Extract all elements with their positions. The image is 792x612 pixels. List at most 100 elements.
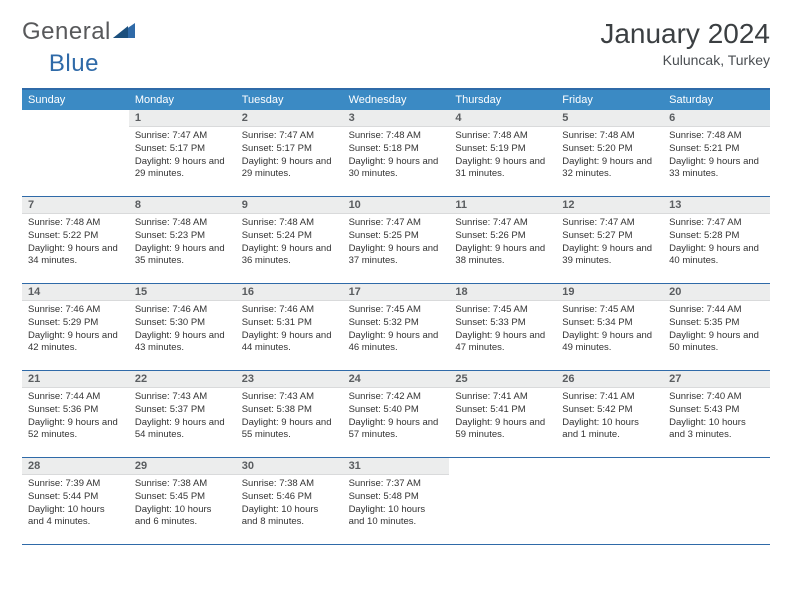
sunrise-text: Sunrise: 7:46 AM bbox=[242, 304, 337, 317]
day-cell: 25Sunrise: 7:41 AMSunset: 5:41 PMDayligh… bbox=[449, 371, 556, 457]
day-cell: 23Sunrise: 7:43 AMSunset: 5:38 PMDayligh… bbox=[236, 371, 343, 457]
daylight-text: Daylight: 9 hours and 49 minutes. bbox=[562, 330, 657, 356]
sunrise-text: Sunrise: 7:47 AM bbox=[455, 217, 550, 230]
sunrise-text: Sunrise: 7:43 AM bbox=[242, 391, 337, 404]
day-cell: 14Sunrise: 7:46 AMSunset: 5:29 PMDayligh… bbox=[22, 284, 129, 370]
sunset-text: Sunset: 5:26 PM bbox=[455, 230, 550, 243]
sunrise-text: Sunrise: 7:48 AM bbox=[455, 130, 550, 143]
day-cell: 2Sunrise: 7:47 AMSunset: 5:17 PMDaylight… bbox=[236, 110, 343, 196]
week-row: 7Sunrise: 7:48 AMSunset: 5:22 PMDaylight… bbox=[22, 197, 770, 284]
day-number: 29 bbox=[129, 458, 236, 475]
sunset-text: Sunset: 5:40 PM bbox=[349, 404, 444, 417]
sunset-text: Sunset: 5:31 PM bbox=[242, 317, 337, 330]
daylight-text: Daylight: 9 hours and 33 minutes. bbox=[669, 156, 764, 182]
daylight-text: Daylight: 10 hours and 1 minute. bbox=[562, 417, 657, 443]
sunset-text: Sunset: 5:28 PM bbox=[669, 230, 764, 243]
day-cell: 21Sunrise: 7:44 AMSunset: 5:36 PMDayligh… bbox=[22, 371, 129, 457]
sunset-text: Sunset: 5:18 PM bbox=[349, 143, 444, 156]
day-body: Sunrise: 7:48 AMSunset: 5:20 PMDaylight:… bbox=[556, 127, 663, 186]
day-cell: 31Sunrise: 7:37 AMSunset: 5:48 PMDayligh… bbox=[343, 458, 450, 544]
day-cell: 30Sunrise: 7:38 AMSunset: 5:46 PMDayligh… bbox=[236, 458, 343, 544]
sunrise-text: Sunrise: 7:41 AM bbox=[455, 391, 550, 404]
day-body: Sunrise: 7:48 AMSunset: 5:23 PMDaylight:… bbox=[129, 214, 236, 273]
sunset-text: Sunset: 5:22 PM bbox=[28, 230, 123, 243]
daylight-text: Daylight: 9 hours and 59 minutes. bbox=[455, 417, 550, 443]
day-cell: 3Sunrise: 7:48 AMSunset: 5:18 PMDaylight… bbox=[343, 110, 450, 196]
daylight-text: Daylight: 9 hours and 50 minutes. bbox=[669, 330, 764, 356]
day-cell: 1Sunrise: 7:47 AMSunset: 5:17 PMDaylight… bbox=[129, 110, 236, 196]
sunrise-text: Sunrise: 7:44 AM bbox=[669, 304, 764, 317]
day-cell: 17Sunrise: 7:45 AMSunset: 5:32 PMDayligh… bbox=[343, 284, 450, 370]
day-number: 6 bbox=[663, 110, 770, 127]
sunset-text: Sunset: 5:21 PM bbox=[669, 143, 764, 156]
week-row: 1Sunrise: 7:47 AMSunset: 5:17 PMDaylight… bbox=[22, 110, 770, 197]
weekday-tuesday: Tuesday bbox=[236, 90, 343, 110]
daylight-text: Daylight: 9 hours and 46 minutes. bbox=[349, 330, 444, 356]
day-cell: 28Sunrise: 7:39 AMSunset: 5:44 PMDayligh… bbox=[22, 458, 129, 544]
day-body: Sunrise: 7:43 AMSunset: 5:38 PMDaylight:… bbox=[236, 388, 343, 447]
sunrise-text: Sunrise: 7:39 AM bbox=[28, 478, 123, 491]
day-cell bbox=[449, 458, 556, 544]
weekday-wednesday: Wednesday bbox=[343, 90, 450, 110]
day-number: 10 bbox=[343, 197, 450, 214]
day-body: Sunrise: 7:40 AMSunset: 5:43 PMDaylight:… bbox=[663, 388, 770, 447]
day-body: Sunrise: 7:47 AMSunset: 5:26 PMDaylight:… bbox=[449, 214, 556, 273]
day-number: 4 bbox=[449, 110, 556, 127]
daylight-text: Daylight: 10 hours and 3 minutes. bbox=[669, 417, 764, 443]
daylight-text: Daylight: 9 hours and 42 minutes. bbox=[28, 330, 123, 356]
sunset-text: Sunset: 5:36 PM bbox=[28, 404, 123, 417]
sunrise-text: Sunrise: 7:47 AM bbox=[349, 217, 444, 230]
sunrise-text: Sunrise: 7:48 AM bbox=[242, 217, 337, 230]
sunrise-text: Sunrise: 7:38 AM bbox=[135, 478, 230, 491]
sunrise-text: Sunrise: 7:47 AM bbox=[669, 217, 764, 230]
sunrise-text: Sunrise: 7:47 AM bbox=[135, 130, 230, 143]
sunrise-text: Sunrise: 7:48 AM bbox=[349, 130, 444, 143]
sunset-text: Sunset: 5:17 PM bbox=[135, 143, 230, 156]
page-title-block: January 2024 Kuluncak, Turkey bbox=[600, 18, 770, 68]
weekday-thursday: Thursday bbox=[449, 90, 556, 110]
location-label: Kuluncak, Turkey bbox=[600, 52, 770, 68]
daylight-text: Daylight: 10 hours and 4 minutes. bbox=[28, 504, 123, 530]
page-title: January 2024 bbox=[600, 18, 770, 50]
sunrise-text: Sunrise: 7:45 AM bbox=[349, 304, 444, 317]
sunrise-text: Sunrise: 7:47 AM bbox=[562, 217, 657, 230]
day-body: Sunrise: 7:47 AMSunset: 5:17 PMDaylight:… bbox=[236, 127, 343, 186]
daylight-text: Daylight: 9 hours and 30 minutes. bbox=[349, 156, 444, 182]
day-cell: 24Sunrise: 7:42 AMSunset: 5:40 PMDayligh… bbox=[343, 371, 450, 457]
day-body: Sunrise: 7:45 AMSunset: 5:33 PMDaylight:… bbox=[449, 301, 556, 360]
sunset-text: Sunset: 5:27 PM bbox=[562, 230, 657, 243]
day-body: Sunrise: 7:44 AMSunset: 5:35 PMDaylight:… bbox=[663, 301, 770, 360]
sunset-text: Sunset: 5:20 PM bbox=[562, 143, 657, 156]
day-body: Sunrise: 7:38 AMSunset: 5:45 PMDaylight:… bbox=[129, 475, 236, 534]
sunset-text: Sunset: 5:35 PM bbox=[669, 317, 764, 330]
daylight-text: Daylight: 9 hours and 40 minutes. bbox=[669, 243, 764, 269]
sunset-text: Sunset: 5:34 PM bbox=[562, 317, 657, 330]
day-cell: 8Sunrise: 7:48 AMSunset: 5:23 PMDaylight… bbox=[129, 197, 236, 283]
day-number: 9 bbox=[236, 197, 343, 214]
sunrise-text: Sunrise: 7:48 AM bbox=[669, 130, 764, 143]
day-number: 16 bbox=[236, 284, 343, 301]
sunrise-text: Sunrise: 7:48 AM bbox=[562, 130, 657, 143]
day-number: 20 bbox=[663, 284, 770, 301]
day-cell: 20Sunrise: 7:44 AMSunset: 5:35 PMDayligh… bbox=[663, 284, 770, 370]
day-cell: 9Sunrise: 7:48 AMSunset: 5:24 PMDaylight… bbox=[236, 197, 343, 283]
day-body: Sunrise: 7:48 AMSunset: 5:22 PMDaylight:… bbox=[22, 214, 129, 273]
sunset-text: Sunset: 5:44 PM bbox=[28, 491, 123, 504]
day-number: 12 bbox=[556, 197, 663, 214]
daylight-text: Daylight: 9 hours and 32 minutes. bbox=[562, 156, 657, 182]
sunrise-text: Sunrise: 7:37 AM bbox=[349, 478, 444, 491]
day-cell: 27Sunrise: 7:40 AMSunset: 5:43 PMDayligh… bbox=[663, 371, 770, 457]
daylight-text: Daylight: 10 hours and 6 minutes. bbox=[135, 504, 230, 530]
day-number: 18 bbox=[449, 284, 556, 301]
day-body: Sunrise: 7:37 AMSunset: 5:48 PMDaylight:… bbox=[343, 475, 450, 534]
daylight-text: Daylight: 9 hours and 52 minutes. bbox=[28, 417, 123, 443]
daylight-text: Daylight: 9 hours and 34 minutes. bbox=[28, 243, 123, 269]
day-cell: 12Sunrise: 7:47 AMSunset: 5:27 PMDayligh… bbox=[556, 197, 663, 283]
sunrise-text: Sunrise: 7:40 AM bbox=[669, 391, 764, 404]
brand-part2: Blue bbox=[49, 50, 99, 78]
day-cell: 29Sunrise: 7:38 AMSunset: 5:45 PMDayligh… bbox=[129, 458, 236, 544]
day-cell: 10Sunrise: 7:47 AMSunset: 5:25 PMDayligh… bbox=[343, 197, 450, 283]
daylight-text: Daylight: 9 hours and 57 minutes. bbox=[349, 417, 444, 443]
day-cell: 18Sunrise: 7:45 AMSunset: 5:33 PMDayligh… bbox=[449, 284, 556, 370]
sunset-text: Sunset: 5:42 PM bbox=[562, 404, 657, 417]
